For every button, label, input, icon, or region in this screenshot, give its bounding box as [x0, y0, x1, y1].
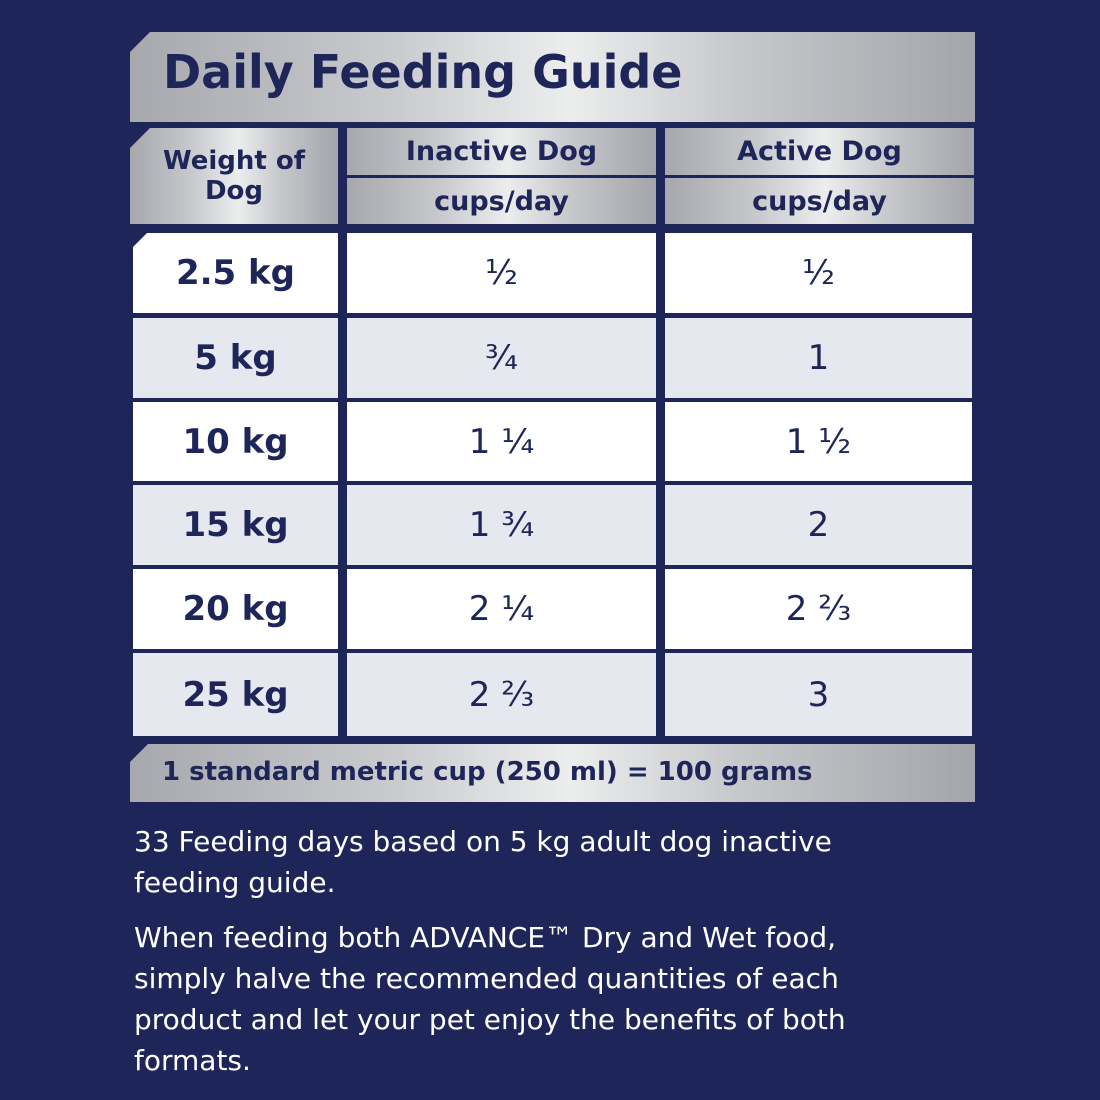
header-active-dog: Active Dog [665, 128, 974, 175]
table-row-inactive-cups: 1 ¾ [347, 485, 656, 565]
header-inactive-dog: Inactive Dog [347, 128, 656, 175]
table-row-active-cups: 2 [665, 485, 972, 565]
table-row-active-cups: 3 [665, 653, 972, 736]
table-row-inactive-cups: ¾ [347, 318, 656, 398]
table-row-active-cups: 1 [665, 318, 972, 398]
table-row-inactive-cups: 1 ¼ [347, 402, 656, 481]
header-weight-of-dog: Weight of Dog [130, 128, 338, 224]
cup-conversion-note: 1 standard metric cup (250 ml) = 100 gra… [162, 757, 813, 787]
table-row-weight: 15 kg [133, 485, 338, 565]
cup-conversion-banner: 1 standard metric cup (250 ml) = 100 gra… [130, 744, 975, 802]
header-active-unit: cups/day [665, 178, 974, 224]
feeding-days-note: 33 Feeding days based on 5 kg adult dog … [134, 825, 832, 899]
title-banner: Daily Feeding Guide [130, 32, 975, 122]
table-row-inactive-cups: 2 ¼ [347, 569, 656, 649]
table-row-active-cups: 1 ½ [665, 402, 972, 481]
table-row-weight: 2.5 kg [133, 233, 338, 313]
header-inactive-unit: cups/day [347, 178, 656, 224]
table-row-weight: 5 kg [133, 318, 338, 398]
table-row-weight: 25 kg [133, 653, 338, 736]
table-row-active-cups: ½ [665, 233, 972, 313]
table-row-weight: 10 kg [133, 402, 338, 481]
table-row-inactive-cups: 2 ⅔ [347, 653, 656, 736]
header-weight-label: Weight of Dog [162, 146, 306, 206]
page-title: Daily Feeding Guide [163, 45, 683, 99]
table-row-active-cups: 2 ⅔ [665, 569, 972, 649]
table-row-weight: 20 kg [133, 569, 338, 649]
table-row-inactive-cups: ½ [347, 233, 656, 313]
mixed-feeding-note: When feeding both ADVANCE™ Dry and Wet f… [134, 921, 846, 1077]
